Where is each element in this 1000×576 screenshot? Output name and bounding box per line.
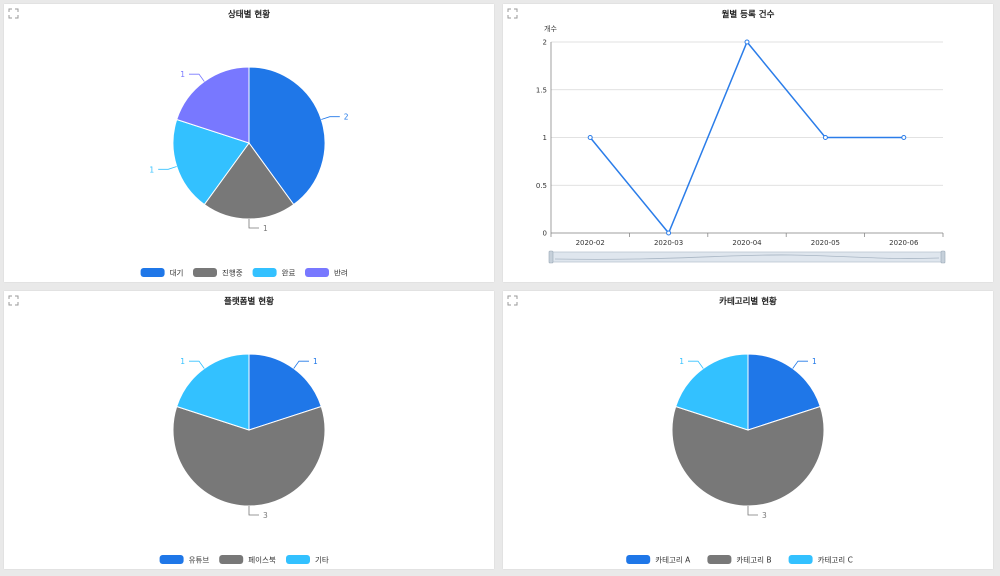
x-tick-label: 2020-03: [654, 239, 683, 247]
expand-icon[interactable]: [507, 8, 518, 19]
zoom-handle-left[interactable]: [548, 250, 554, 264]
legend-label: 유튜브: [189, 556, 210, 565]
pie-slice: [248, 353, 322, 431]
expand-icon[interactable]: [8, 8, 19, 19]
legend-swatch: [193, 268, 217, 277]
data-point: [901, 135, 907, 140]
legend-swatch: [159, 555, 184, 564]
pie-slice: [176, 66, 250, 144]
pie-slice: [172, 405, 326, 507]
legend-swatch: [626, 555, 651, 564]
pie-slice: [671, 405, 825, 507]
data-label: 2: [344, 113, 349, 122]
pie-slice: [176, 353, 250, 431]
y-axis-label: 개수: [544, 24, 557, 33]
legend-label: 카테고리 B: [736, 556, 771, 565]
label-leader: [158, 166, 177, 170]
label-leader: [293, 360, 309, 369]
label-leader: [189, 360, 205, 369]
legend-label: 완료: [282, 269, 296, 278]
label-leader: [321, 116, 340, 120]
legend-swatch: [219, 555, 244, 564]
data-label: 1: [180, 70, 185, 79]
legend-swatch: [252, 268, 277, 277]
status-pie-chart: 상태별 현황 2 1 1 1 대기 진행중 완료 반려: [140, 9, 349, 278]
legend-label: 진행중: [222, 268, 243, 278]
chart-title: 월별 등록 건수: [722, 9, 775, 20]
legend-swatch: [707, 555, 732, 564]
data-label: 3: [263, 511, 268, 520]
data-point: [822, 135, 828, 140]
label-leader: [688, 360, 704, 369]
platform-chart-panel: 플랫폼별 현황 1 3 1 유튜브 페이스북 기타: [4, 291, 494, 569]
y-tick-label: 2: [543, 39, 547, 47]
data-point: [666, 230, 672, 236]
label-leader: [189, 73, 205, 82]
data-label: 3: [762, 511, 767, 520]
data-label: 1: [180, 357, 185, 366]
legend-label: 대기: [170, 269, 184, 278]
legend-label: 기타: [315, 556, 329, 565]
data-point: [744, 39, 750, 45]
pie-slice: [248, 66, 326, 206]
data-label: 1: [149, 165, 154, 174]
y-tick-label: 1: [543, 134, 547, 142]
data-point: [587, 135, 593, 140]
status-chart-panel: 상태별 현황 2 1 1 1 대기 진행중 완료 반려: [4, 4, 494, 282]
chart-title: 카테고리별 현황: [719, 296, 777, 307]
chart-title: 플랫폼별 현황: [224, 296, 274, 307]
y-tick-label: 0: [543, 230, 547, 238]
expand-icon-glyph: [8, 295, 19, 306]
pie-slice: [172, 118, 250, 206]
label-leader: [792, 360, 808, 369]
legend-label: 카테고리 C: [818, 556, 853, 565]
category-chart-panel: 카테고리별 현황 1 3 1 카테고리 A 카테고리 B 카테고리 C: [503, 291, 993, 569]
legend-label: 반려: [334, 268, 348, 278]
legend-label: 카테고리 A: [655, 556, 691, 565]
category-pie-chart: 카테고리별 현황 1 3 1 카테고리 A 카테고리 B 카테고리 C: [626, 296, 853, 565]
x-tick-label: 2020-06: [889, 239, 919, 247]
label-leader: [248, 506, 259, 516]
legend-swatch: [788, 555, 813, 564]
data-label: 1: [313, 357, 318, 366]
legend-swatch: [140, 268, 165, 277]
data-label: 1: [263, 224, 268, 233]
data-label: 1: [679, 357, 684, 366]
zoom-slider-track[interactable]: [550, 251, 944, 263]
y-tick-label: 0.5: [536, 182, 547, 190]
label-leader: [248, 219, 259, 229]
expand-icon-glyph: [507, 295, 518, 306]
pie-slice: [675, 353, 749, 431]
zoom-slider-preview[interactable]: [554, 254, 940, 260]
data-label: 1: [812, 357, 817, 366]
legend-label: 페이스북: [248, 555, 276, 565]
expand-icon-glyph: [8, 8, 19, 19]
x-tick-label: 2020-04: [732, 239, 762, 247]
expand-icon-glyph: [507, 8, 518, 19]
expand-icon[interactable]: [507, 295, 518, 306]
legend-swatch: [305, 268, 329, 277]
legend-swatch: [286, 555, 310, 564]
x-tick-label: 2020-05: [811, 239, 840, 247]
y-tick-label: 1.5: [536, 86, 547, 94]
x-tick-label: 2020-02: [576, 239, 605, 247]
zoom-handle-right[interactable]: [940, 250, 946, 264]
pie-slice: [747, 353, 821, 431]
chart-title: 상태별 현황: [228, 9, 270, 20]
platform-pie-chart: 플랫폼별 현황 1 3 1 유튜브 페이스북 기타: [159, 296, 329, 565]
expand-icon[interactable]: [8, 295, 19, 306]
label-leader: [747, 506, 758, 516]
